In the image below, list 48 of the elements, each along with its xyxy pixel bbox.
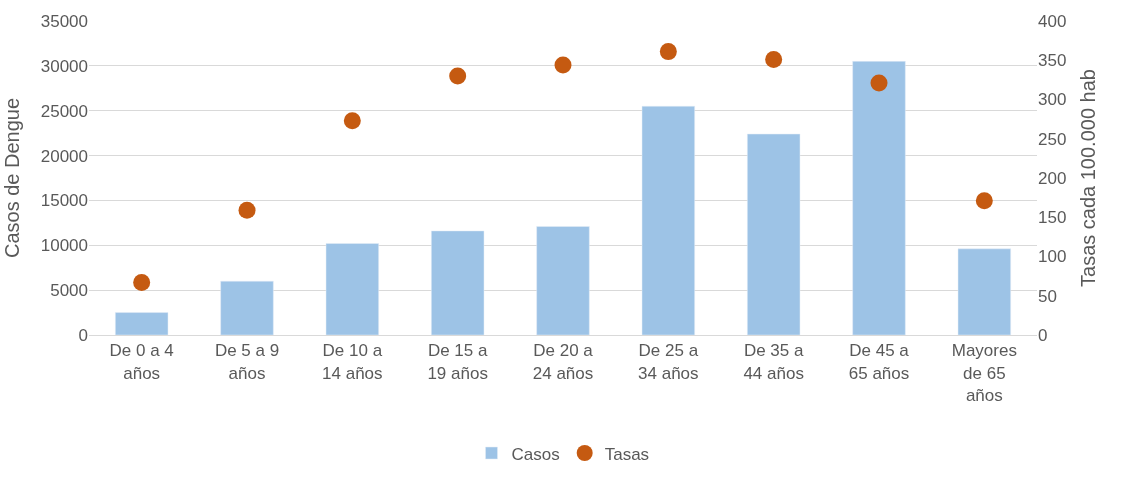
y-tick-label: 10000 xyxy=(40,236,88,256)
y-tick-label: 35000 xyxy=(40,11,88,31)
bar xyxy=(852,61,906,335)
point xyxy=(870,74,888,92)
y-tick-label: 30000 xyxy=(40,56,88,76)
y2-tick-label: 400 xyxy=(1038,11,1067,31)
bar xyxy=(325,243,379,335)
point xyxy=(659,43,677,61)
point xyxy=(238,201,256,219)
bar xyxy=(220,280,274,335)
bar xyxy=(641,105,695,335)
point xyxy=(343,112,361,130)
y2-axis-title: Tasas cada 100.000 hab xyxy=(1076,69,1099,287)
y-tick-label: 20000 xyxy=(40,146,88,166)
y2-tick-label: 100 xyxy=(1038,247,1067,267)
y2-tick-label: 250 xyxy=(1038,129,1067,149)
x-tick-label: De 15 a 19 años xyxy=(427,341,488,383)
x-tick-label: De 0 a 4 años xyxy=(109,341,174,383)
point xyxy=(133,273,151,291)
y-tick-label: 15000 xyxy=(40,191,88,211)
x-tick-label: De 20 a 24 años xyxy=(532,341,594,383)
bar xyxy=(957,248,1011,335)
x-tick-label: Mayores de 65 años xyxy=(951,341,1017,405)
y-tick-label: 5000 xyxy=(50,281,88,301)
point xyxy=(765,50,783,68)
bar xyxy=(747,133,801,335)
x-tick-label: De 10 a 14 años xyxy=(322,341,383,383)
y2-tick-label: 200 xyxy=(1038,168,1067,188)
x-tick-label: De 45 a 65 años xyxy=(848,341,910,383)
bar xyxy=(536,226,590,335)
x-tick-label: De 5 a 9 años xyxy=(214,341,280,383)
point xyxy=(554,56,572,74)
y2-tick-label: 350 xyxy=(1038,51,1067,71)
bar xyxy=(115,312,169,335)
y-tick-label: 0 xyxy=(78,325,88,345)
y2-tick-label: 0 xyxy=(1038,325,1048,345)
legend-label: Casos xyxy=(511,444,560,464)
y-axis-title: Casos de Dengue xyxy=(1,97,24,259)
x-tick-label: De 25 a 34 años xyxy=(638,341,699,383)
legend-label: Tasas xyxy=(604,444,650,464)
y2-tick-label: 150 xyxy=(1038,208,1067,228)
point xyxy=(975,192,993,210)
x-tick-label: De 35 a 44 años xyxy=(743,341,804,383)
y-tick-label: 25000 xyxy=(40,101,88,121)
point xyxy=(449,67,467,85)
y2-tick-label: 50 xyxy=(1038,286,1057,306)
bar xyxy=(431,230,485,335)
y2-tick-label: 300 xyxy=(1038,90,1067,110)
